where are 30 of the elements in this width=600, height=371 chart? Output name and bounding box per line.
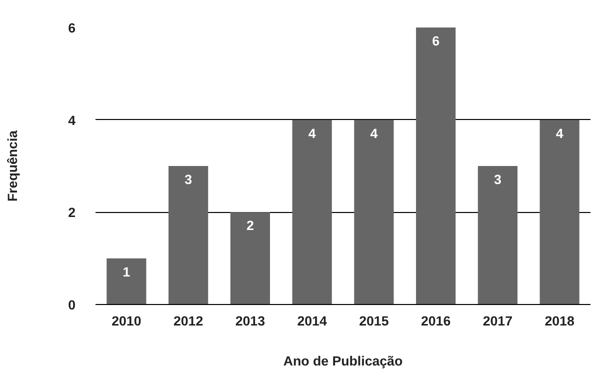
x-tick-label: 2016 — [420, 314, 451, 328]
data-label: 1 — [122, 264, 131, 280]
y-axis-title: Frequência — [5, 130, 20, 202]
y-tick-label: 6 — [68, 20, 76, 36]
bar — [478, 166, 518, 304]
x-tick-label: 2013 — [235, 314, 266, 328]
data-label: 4 — [370, 126, 378, 141]
y-tick-label: 2 — [68, 205, 76, 220]
bar — [416, 28, 456, 304]
bar — [292, 120, 332, 304]
x-tick-label: 2014 — [297, 314, 328, 328]
x-axis-title: Ano de Publicação — [283, 354, 403, 368]
data-label: 4 — [556, 126, 564, 141]
bar — [230, 212, 270, 304]
bar — [354, 120, 394, 304]
x-tick-label: 2015 — [359, 314, 390, 328]
data-label: 6 — [432, 34, 440, 48]
bar — [168, 166, 208, 304]
x-tick-label: 2017 — [482, 314, 513, 328]
data-label: 3 — [494, 172, 502, 187]
x-tick-label: 2012 — [173, 314, 204, 328]
data-label: 2 — [246, 218, 254, 234]
data-label: 4 — [308, 126, 316, 141]
x-tick-label: 2018 — [544, 314, 574, 328]
y-tick-label: 0 — [68, 298, 76, 312]
x-tick-label: 2010 — [112, 314, 142, 328]
bar — [106, 258, 146, 304]
bar — [540, 120, 580, 304]
y-tick-label: 4 — [68, 112, 76, 128]
data-label: 3 — [184, 172, 192, 187]
